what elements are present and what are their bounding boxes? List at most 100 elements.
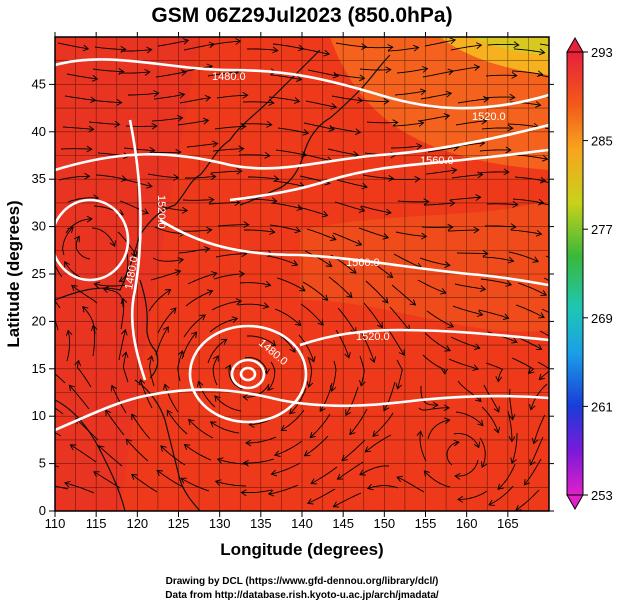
streamline <box>55 319 59 331</box>
streamline <box>452 305 483 316</box>
streamline <box>427 146 459 153</box>
streamline <box>188 419 214 439</box>
streamline <box>455 120 487 126</box>
streamline-arrow <box>386 271 394 279</box>
streamline <box>71 284 98 304</box>
x-tick-label: 130 <box>209 516 231 531</box>
streamline <box>397 200 429 203</box>
streamline-arrow <box>289 408 296 415</box>
streamline <box>271 202 303 210</box>
streamline-arrow <box>361 182 368 190</box>
streamline <box>486 203 518 206</box>
streamline <box>94 283 126 287</box>
streamline-arrow <box>538 48 546 56</box>
streamline <box>67 197 99 203</box>
streamline <box>298 334 315 362</box>
streamline <box>239 282 271 286</box>
streamline-arrow <box>481 461 488 468</box>
streamline <box>207 338 227 364</box>
streamline <box>329 126 361 133</box>
streamline-arrow <box>475 395 482 402</box>
streamline-arrow <box>102 286 109 293</box>
streamline-arrow <box>332 71 340 79</box>
streamline-arrow <box>376 321 383 329</box>
streamline <box>305 100 337 108</box>
streamline <box>515 304 545 318</box>
streamline <box>215 253 247 258</box>
streamline-arrow <box>180 69 188 76</box>
streamline <box>447 229 479 232</box>
streamline-arrow <box>303 450 311 457</box>
streamline-arrow <box>372 430 379 437</box>
streamline <box>514 176 546 182</box>
streamline-arrow <box>43 282 48 288</box>
streamline <box>274 308 302 326</box>
streamline <box>280 409 305 431</box>
streamline <box>75 418 99 441</box>
streamline <box>123 147 155 151</box>
streamline <box>302 281 328 301</box>
streamline-arrow <box>235 38 242 45</box>
streamline-arrow <box>359 380 366 387</box>
streamline <box>310 466 338 484</box>
streamline-arrow <box>272 46 279 54</box>
streamline <box>151 117 183 122</box>
streamline <box>457 380 482 402</box>
streamline <box>118 71 150 74</box>
streamline <box>177 350 184 382</box>
streamline-arrow <box>364 446 372 453</box>
streamline-arrow <box>475 42 483 49</box>
streamline-arrow <box>317 319 324 326</box>
contour-line-5 <box>299 328 549 347</box>
streamline <box>270 74 302 81</box>
streamline-arrow <box>269 340 277 347</box>
streamline-arrow <box>475 194 482 201</box>
streamline <box>240 123 272 126</box>
contour-label: 1560.0 <box>346 257 380 269</box>
streamline <box>306 228 337 241</box>
streamline <box>185 290 213 307</box>
streamline-arrow <box>529 459 536 466</box>
streamline-arrow <box>344 352 351 359</box>
streamline <box>105 409 125 436</box>
streamline <box>66 73 98 80</box>
streamline <box>423 470 451 488</box>
streamline <box>481 127 513 130</box>
streamline <box>451 174 483 179</box>
streamline <box>319 382 333 412</box>
streamline <box>488 485 514 506</box>
streamline-arrow <box>238 270 246 278</box>
streamline <box>65 218 93 234</box>
streamline <box>479 437 486 468</box>
streamline-arrow <box>535 101 542 108</box>
streamline <box>92 325 96 357</box>
streamline-arrow <box>130 250 138 258</box>
streamline-arrow <box>238 145 245 153</box>
contour-line-3 <box>229 148 549 202</box>
streamline <box>243 458 275 464</box>
streamline-arrow <box>453 439 460 447</box>
streamline-arrow <box>447 321 455 328</box>
streamline-arrow <box>476 310 484 317</box>
streamline <box>267 361 276 391</box>
streamline-arrow <box>349 428 356 436</box>
streamline-arrow <box>310 478 317 485</box>
streamline-arrow <box>366 483 374 491</box>
streamline <box>391 284 416 306</box>
streamline <box>275 149 307 156</box>
contour-low-west <box>55 198 130 282</box>
streamline <box>508 251 539 263</box>
streamline-arrow <box>206 226 213 234</box>
streamline <box>90 99 122 104</box>
streamline-arrow <box>293 97 301 104</box>
streamline-arrow <box>505 146 512 154</box>
colorbar-tick-label: 285 <box>591 134 613 149</box>
streamline <box>517 282 547 296</box>
streamline-arrow <box>206 289 214 296</box>
streamline-arrow <box>65 329 73 337</box>
streamline-arrow <box>110 384 117 392</box>
streamline <box>417 279 447 294</box>
streamline-arrow <box>294 226 301 234</box>
streamline-arrow <box>144 68 151 76</box>
streamline <box>55 432 62 437</box>
